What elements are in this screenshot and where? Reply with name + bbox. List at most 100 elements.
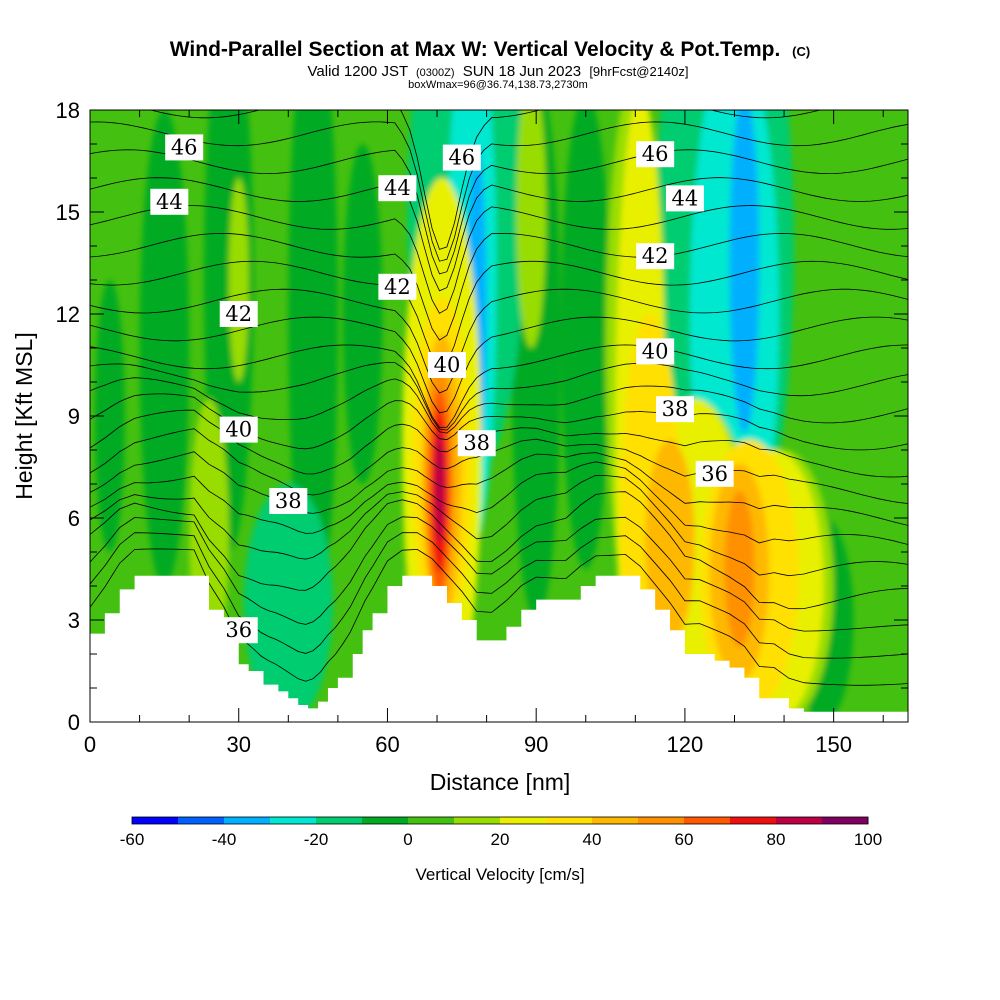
theta-label: 38 [457,430,496,457]
theta-label: 46 [442,144,481,171]
velocity-cell [729,110,760,433]
velocity-cell [516,110,547,348]
colorbar-swatch [316,817,363,824]
theta-label-bg [378,175,417,202]
theta-label-text: 36 [701,462,728,486]
subtitle-valid: Valid 1200 JST [308,63,408,80]
theta-label-text: 40 [225,418,252,442]
theta-contour [90,548,908,686]
theta-label-bg [219,617,258,644]
theta-contour [90,377,908,434]
theta-label-text: 46 [642,142,669,166]
theta-contours [90,110,908,686]
velocity-cell [228,178,249,382]
theta-label: 46 [636,141,675,168]
theta-contour [90,491,908,610]
theta-label: 36 [219,617,258,644]
colorbar-swatch [776,817,823,824]
velocity-cell [724,490,755,648]
colorbar-tick-label: 60 [675,830,694,849]
y-tick-label: 9 [68,404,80,429]
colorbar-frame [131,816,869,825]
theta-label-text: 42 [642,244,669,268]
theta-contour [90,532,908,659]
colorbar-swatch [638,817,685,824]
colorbar-swatch [500,817,547,824]
theta-label-bg [457,430,496,457]
velocity-cell [243,484,333,722]
title-suffix: (C) [792,44,810,59]
colorbar-swatch [546,817,593,824]
theta-label-bg [165,134,204,161]
theta-label: 40 [636,338,675,365]
colorbar-tick-label: 80 [767,830,786,849]
colorbar-swatch [224,817,271,824]
x-tick-label: 90 [524,732,548,757]
y-tick-label: 0 [68,710,80,735]
theta-label-bg [636,243,675,270]
theta-label-text: 36 [225,618,252,642]
chart-title: Wind-Parallel Section at Max W: Vertical… [170,38,810,61]
theta-label-text: 40 [642,339,669,363]
theta-label: 36 [695,460,734,487]
colorbar-tick-label: 40 [583,830,602,849]
colorbar-tick-label: 100 [854,830,882,849]
svg-text:Valid 1200 JST (0300Z): Valid 1200 JST (0300Z) SUN 18 Jun 2023 [… [308,63,689,80]
theta-contour [90,288,908,394]
velocity-cell [645,439,695,644]
theta-label: 40 [427,352,466,378]
subtitle-boxwmax: boxWmax=96@36.74,138.73,2730m [408,79,588,91]
theta-label: 40 [219,416,258,443]
velocity-cell [434,433,445,542]
theta-label-text: 44 [384,176,411,200]
colorbar-swatch [684,817,731,824]
x-axis-label: Distance [nm] [430,769,571,795]
velocity-cell [139,110,190,586]
theta-label-bg [695,460,734,487]
x-axis: 0 30 60 90 120 150 [84,110,884,757]
theta-label-bg [219,416,258,443]
theta-label: 46 [165,134,204,161]
theta-contour [90,232,908,341]
colorbar: -60 -40 -20 0 20 40 60 80 100 [120,816,882,849]
subtitle-utc: (0300Z) [416,67,455,79]
x-tick-label: 0 [84,732,96,757]
colorbar-swatch [592,817,639,824]
subtitle-forecast: [9hrFcst@2140z] [589,64,688,79]
theta-contour [90,461,908,545]
theta-label-bg [636,141,675,168]
colorbar-label: Vertical Velocity [cm/s] [415,865,584,884]
subtitle-date: SUN 18 Jun 2023 [463,63,581,80]
theta-contour [90,260,908,369]
x-tick-label: 60 [375,732,399,757]
colorbar-swatch [178,817,225,824]
theta-label-text: 38 [662,397,689,421]
theta-label-text: 42 [225,302,252,326]
colorbar-swatch [822,817,869,824]
theta-label-bg [655,396,694,423]
theta-label-bg [427,352,466,378]
theta-contour [90,205,908,314]
x-tick-label: 120 [667,732,704,757]
theta-contour [90,344,908,428]
x-tick-label: 30 [226,732,250,757]
theta-contour [149,110,822,250]
theta-contour [90,316,908,414]
theta-label: 42 [219,301,258,327]
theta-label-bg [636,338,675,365]
theta-label-text: 40 [434,353,461,377]
theta-label-bg [269,488,308,514]
colorbar-swatch [270,817,317,824]
theta-label-bg [150,188,189,215]
colorbar-swatch [408,817,455,824]
theta-label-bg [219,301,258,327]
colorbar-swatch [362,817,409,824]
velocity-cell [94,280,125,552]
theta-label-text: 38 [275,489,302,513]
colorbar-tick-label: -20 [304,830,329,849]
theta-label-text: 44 [672,186,699,210]
y-axis-label: Height [Kft MSL] [11,332,37,499]
theta-label: 38 [269,488,308,514]
plot-area [90,110,908,722]
